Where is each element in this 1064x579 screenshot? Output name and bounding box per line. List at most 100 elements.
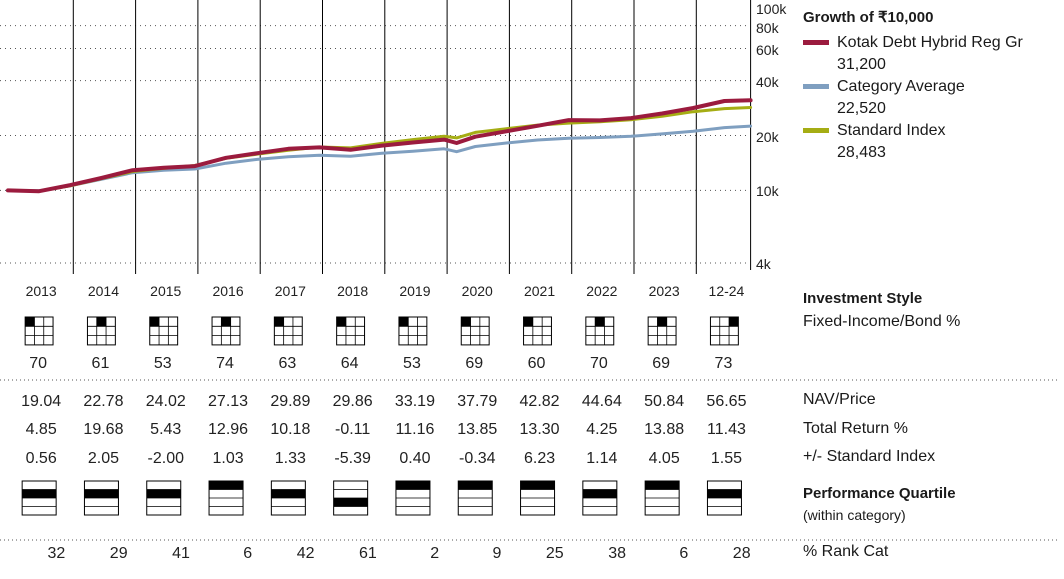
table-cell: -0.11: [335, 421, 370, 438]
table-cell: 50.84: [644, 393, 684, 410]
table-cell: 0.56: [26, 450, 57, 467]
style-box-frame: [86, 316, 116, 346]
style-value: 74: [216, 355, 234, 372]
quartile-box: [395, 480, 431, 516]
rank-value: 29: [110, 545, 128, 562]
quartile-box: [270, 480, 306, 516]
table-cell: 44.64: [582, 393, 622, 410]
rank-cat-label: % Rank Cat: [803, 543, 889, 560]
style-box-frame: [398, 316, 428, 346]
rank-value: 6: [679, 545, 688, 562]
table-cell: -2.00: [148, 450, 185, 467]
quartile-filled-band: [146, 489, 181, 498]
table-cell: 2.05: [88, 450, 119, 467]
table-cell: 29.86: [333, 393, 373, 410]
table-cell: 56.65: [706, 393, 746, 410]
style-box: [709, 316, 739, 346]
year-label: 2013: [26, 283, 57, 299]
style-box: [585, 316, 615, 346]
style-box: [523, 316, 552, 346]
total-return-label: Total Return %: [803, 420, 908, 437]
style-value: 73: [715, 355, 733, 372]
table-cell: 24.02: [146, 393, 186, 410]
style-value: 63: [278, 355, 296, 372]
series-line-index: [6, 106, 753, 193]
style-box-frame: [523, 316, 552, 346]
style-box: [647, 316, 677, 346]
performance-quartile-sublabel: (within category): [803, 507, 906, 523]
style-value: 60: [528, 355, 546, 372]
year-label: 2019: [399, 283, 430, 299]
investment-style-sublabel: Fixed-Income/Bond %: [803, 313, 961, 330]
legend-swatch-index: [803, 128, 829, 133]
table-cell: 27.13: [208, 393, 248, 410]
style-box-filled-cell: [657, 317, 667, 327]
style-box-frame: [149, 316, 179, 346]
style-box-filled-cell: [729, 317, 739, 327]
legend-value-fund: 31,200: [837, 56, 886, 73]
style-box-frame: [647, 316, 677, 346]
table-cell: 1.14: [586, 450, 617, 467]
legend-value-category: 22,520: [837, 100, 886, 117]
style-box-filled-cell: [595, 317, 605, 327]
nav-price-label: NAV/Price: [803, 391, 876, 408]
table-cell: 13.85: [457, 421, 497, 438]
quartile-box: [21, 480, 57, 516]
quartile-box: [520, 480, 556, 516]
quartile-filled-band: [458, 481, 493, 490]
quartile-box: [83, 480, 119, 516]
table-cell: 11.16: [396, 421, 435, 438]
style-box-frame: [460, 316, 490, 346]
quartile-box: [644, 480, 680, 516]
table-cell: 37.79: [457, 393, 497, 410]
legend-value-index: 28,483: [837, 144, 886, 161]
rank-value: 61: [359, 545, 377, 562]
style-value: 69: [465, 355, 483, 372]
style-value: 70: [590, 355, 608, 372]
table-cell: 11.43: [707, 421, 746, 438]
style-box: [336, 316, 366, 346]
chart-title: Growth of ₹10,000: [803, 9, 934, 26]
table-cell: 1.03: [212, 450, 243, 467]
quartile-filled-band: [22, 489, 57, 498]
year-label: 2018: [337, 283, 368, 299]
y-tick-label: 100k: [756, 1, 787, 17]
chart-legend: Growth of ₹10,000 Kotak Debt Hybrid Reg …: [803, 8, 1058, 164]
rank-value: 9: [492, 545, 501, 562]
series-line-fund: [6, 98, 753, 194]
quartile-filled-band: [84, 489, 119, 498]
rank-value: 38: [608, 545, 626, 562]
year-label: 2017: [275, 283, 306, 299]
style-value: 53: [154, 355, 172, 372]
year-label: 2022: [586, 283, 617, 299]
style-box-frame: [585, 316, 615, 346]
year-label: 12-24: [709, 283, 745, 299]
style-box-filled-cell: [149, 317, 160, 327]
year-label: 2023: [649, 283, 680, 299]
style-box-frame: [211, 316, 241, 346]
style-box: [460, 316, 490, 346]
quartile-filled-band: [333, 498, 368, 507]
y-tick-label: 10k: [756, 183, 780, 199]
style-box-filled-cell: [461, 317, 471, 327]
table-cell: 10.18: [270, 421, 310, 438]
legend-swatch-category: [803, 84, 829, 89]
table-cell: 12.96: [208, 421, 248, 438]
table-cell: 33.19: [395, 393, 435, 410]
year-label: 2020: [462, 283, 493, 299]
quartile-filled-band: [520, 481, 555, 490]
legend-label-category: Category Average: [837, 78, 965, 95]
quartile-box: [706, 480, 742, 516]
y-tick-label: 80k: [756, 20, 780, 36]
rank-value: 28: [733, 545, 751, 562]
table-cell: 4.25: [586, 421, 617, 438]
table-cell: 19.04: [21, 393, 61, 410]
quartile-filled-band: [271, 489, 306, 498]
rank-value: 25: [546, 545, 564, 562]
style-value: 70: [29, 355, 47, 372]
style-box-filled-cell: [96, 317, 107, 327]
style-value: 69: [652, 355, 670, 372]
year-label: 2015: [150, 283, 181, 299]
y-tick-label: 40k: [756, 74, 780, 90]
style-box-frame: [24, 316, 54, 346]
